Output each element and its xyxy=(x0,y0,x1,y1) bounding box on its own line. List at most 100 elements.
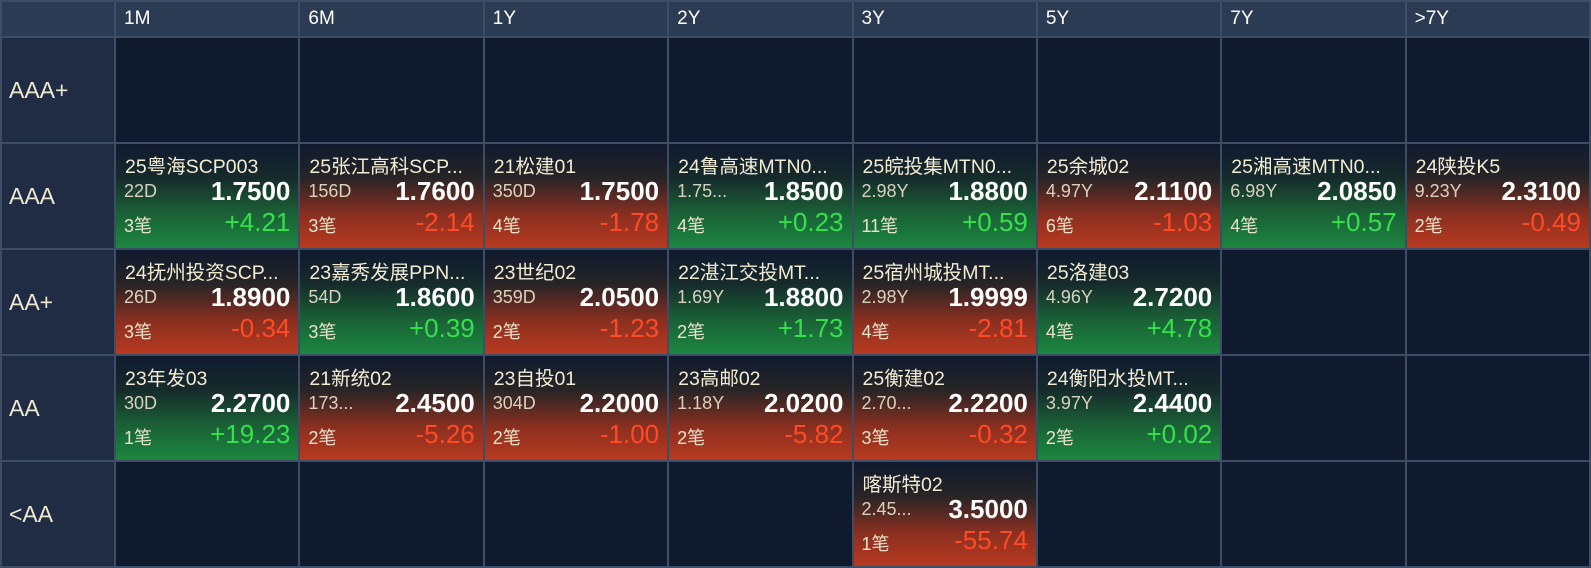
bond-cell[interactable]: 21新统02 173... 2.4500 2笔 -5.26 xyxy=(300,356,483,460)
bond-name: 喀斯特02 xyxy=(862,474,943,496)
tenor-header[interactable]: 7Y xyxy=(1222,2,1405,36)
bond-cell[interactable]: 24鲁高速MTN0... 1.75... 1.8500 4笔 +0.23 xyxy=(669,144,852,248)
bond-trade-count: 4笔 xyxy=(1045,322,1074,342)
bond-cell[interactable]: 25皖投集MTN0... 2.98Y 1.8800 11笔 +0.59 xyxy=(853,144,1036,248)
bond-remaining-term: 6.98Y xyxy=(1230,181,1278,201)
bond-name: 25衡建02 xyxy=(862,368,945,390)
bond-remaining-term: 304D xyxy=(492,393,536,413)
bond-yield: 3.5000 xyxy=(948,494,1028,524)
bond-cell[interactable]: 25余城02 4.97Y 2.1100 6笔 -1.03 xyxy=(1037,144,1221,248)
bond-name: 25宿州城投MT... xyxy=(862,262,1005,284)
tenor-header[interactable]: 5Y xyxy=(1037,2,1221,36)
bond-trade-count: 2笔 xyxy=(308,428,337,448)
bond-trade-count: 4笔 xyxy=(492,216,521,236)
bond-yield: 2.3100 xyxy=(1501,176,1581,206)
bond-remaining-term: 30D xyxy=(124,393,158,413)
bond-trade-count: 3笔 xyxy=(861,428,890,448)
empty-cell xyxy=(1037,462,1221,566)
bond-cell[interactable]: 喀斯特02 2.45... 3.5000 1笔 -55.74 xyxy=(853,462,1036,566)
bond-yield: 1.8900 xyxy=(210,282,291,312)
empty-cell xyxy=(1222,462,1405,566)
bond-cell[interactable]: 25湘高速MTN0... 6.98Y 2.0850 4笔 +0.57 xyxy=(1222,144,1405,248)
bond-cell[interactable]: 24抚州投资SCP... 26D 1.8900 3笔 -0.34 xyxy=(116,250,299,354)
bond-yield-change: -2.81 xyxy=(968,313,1028,343)
bond-name: 24抚州投资SCP... xyxy=(125,262,279,284)
bond-yield-change: +1.73 xyxy=(777,313,844,343)
bond-name: 22湛江交投MT... xyxy=(678,262,821,284)
bond-yield-change: -1.03 xyxy=(1152,207,1213,237)
bond-trade-count: 4笔 xyxy=(1230,216,1259,236)
bond-yield-change: -0.32 xyxy=(968,419,1028,449)
bond-cell[interactable]: 23自投01 304D 2.2000 2笔 -1.00 xyxy=(484,356,668,460)
bond-yield: 1.8800 xyxy=(763,282,844,312)
bond-trade-count: 2笔 xyxy=(492,322,521,342)
header-corner xyxy=(2,2,114,36)
bond-yield: 1.7600 xyxy=(395,176,475,206)
bond-cell[interactable]: 23世纪02 359D 2.0500 2笔 -1.23 xyxy=(484,250,668,354)
bond-name: 25粤海SCP003 xyxy=(125,156,259,178)
bond-cell[interactable]: 24衡阳水投MT... 3.97Y 2.4400 2笔 +0.02 xyxy=(1037,356,1221,460)
bond-trade-count: 1笔 xyxy=(124,428,153,448)
bond-yield: 2.0500 xyxy=(579,282,660,312)
tenor-header[interactable]: 6M xyxy=(300,2,483,36)
bond-yield: 1.8500 xyxy=(763,176,844,206)
bond-trade-count: 3笔 xyxy=(308,322,337,342)
bond-name: 25余城02 xyxy=(1046,156,1130,178)
bond-yield: 1.8800 xyxy=(948,176,1028,206)
empty-cell xyxy=(853,38,1036,142)
bond-yield: 2.2000 xyxy=(579,388,660,418)
bond-yield-change: -0.34 xyxy=(231,313,291,343)
bond-remaining-term: 173... xyxy=(308,393,354,413)
bond-remaining-term: 3.97Y xyxy=(1045,393,1093,413)
bond-yield-change: +0.39 xyxy=(408,313,475,343)
tenor-header[interactable]: 3Y xyxy=(853,2,1036,36)
bond-cell[interactable]: 25张江高科SCP... 156D 1.7600 3笔 -2.14 xyxy=(300,144,483,248)
bond-trade-count: 2笔 xyxy=(492,428,521,448)
bond-cell[interactable]: 25衡建02 2.70... 2.2200 3笔 -0.32 xyxy=(853,356,1036,460)
bond-yield: 2.0850 xyxy=(1317,176,1397,206)
bond-cell[interactable]: 23年发03 30D 2.2700 1笔 +19.23 xyxy=(116,356,299,460)
bond-cell[interactable]: 22湛江交投MT... 1.69Y 1.8800 2笔 +1.73 xyxy=(669,250,852,354)
empty-cell xyxy=(1037,38,1221,142)
tenor-header[interactable]: 1M xyxy=(116,2,299,36)
empty-cell xyxy=(1406,250,1589,354)
empty-cell xyxy=(669,462,852,566)
bond-trade-count: 6笔 xyxy=(1045,216,1074,236)
bond-remaining-term: 359D xyxy=(492,287,536,307)
bond-name: 24鲁高速MTN0... xyxy=(678,156,828,178)
bond-cell[interactable]: 23嘉秀发展PPN... 54D 1.8600 3笔 +0.39 xyxy=(300,250,483,354)
bond-cell[interactable]: 25洛建03 4.96Y 2.7200 4笔 +4.78 xyxy=(1037,250,1221,354)
bond-cell[interactable]: 25宿州城投MT... 2.98Y 1.9999 4笔 -2.81 xyxy=(853,250,1036,354)
bond-yield-change: +4.78 xyxy=(1146,313,1213,343)
bond-name: 25皖投集MTN0... xyxy=(862,156,1013,178)
bond-yield: 1.7500 xyxy=(210,176,291,206)
bond-yield: 2.0200 xyxy=(763,388,844,418)
empty-cell xyxy=(1222,38,1405,142)
bond-yield: 2.2700 xyxy=(210,388,291,418)
bond-trade-count: 2笔 xyxy=(677,428,706,448)
bond-yield: 2.4400 xyxy=(1132,388,1213,418)
empty-cell xyxy=(484,462,668,566)
bond-cell[interactable]: 21松建01 350D 1.7500 4笔 -1.78 xyxy=(484,144,668,248)
bond-cell[interactable]: 25粤海SCP003 22D 1.7500 3笔 +4.21 xyxy=(116,144,299,248)
bond-yield: 1.9999 xyxy=(948,282,1028,312)
tenor-header[interactable]: >7Y xyxy=(1406,2,1589,36)
bond-remaining-term: 4.96Y xyxy=(1045,287,1093,307)
bond-cell[interactable]: 24陕投K5 9.23Y 2.3100 2笔 -0.49 xyxy=(1406,144,1589,248)
tenor-header[interactable]: 1Y xyxy=(484,2,668,36)
tenor-header[interactable]: 2Y xyxy=(669,2,852,36)
bond-remaining-term: 9.23Y xyxy=(1414,181,1462,201)
bond-yield-change: -1.23 xyxy=(599,313,660,343)
bond-name: 23世纪02 xyxy=(493,262,577,284)
bond-yield-change: +0.59 xyxy=(962,207,1028,237)
bond-yield-change: +0.23 xyxy=(777,207,844,237)
bond-remaining-term: 4.97Y xyxy=(1045,181,1093,201)
rating-label: <AA xyxy=(2,462,114,566)
bond-remaining-term: 1.18Y xyxy=(677,393,725,413)
bond-yield-change: -55.74 xyxy=(954,525,1028,555)
bond-cell[interactable]: 23高邮02 1.18Y 2.0200 2笔 -5.82 xyxy=(669,356,852,460)
rating-label: AAA+ xyxy=(2,38,114,142)
bond-yield: 1.7500 xyxy=(579,176,660,206)
bond-yield-change: -1.00 xyxy=(599,419,660,449)
